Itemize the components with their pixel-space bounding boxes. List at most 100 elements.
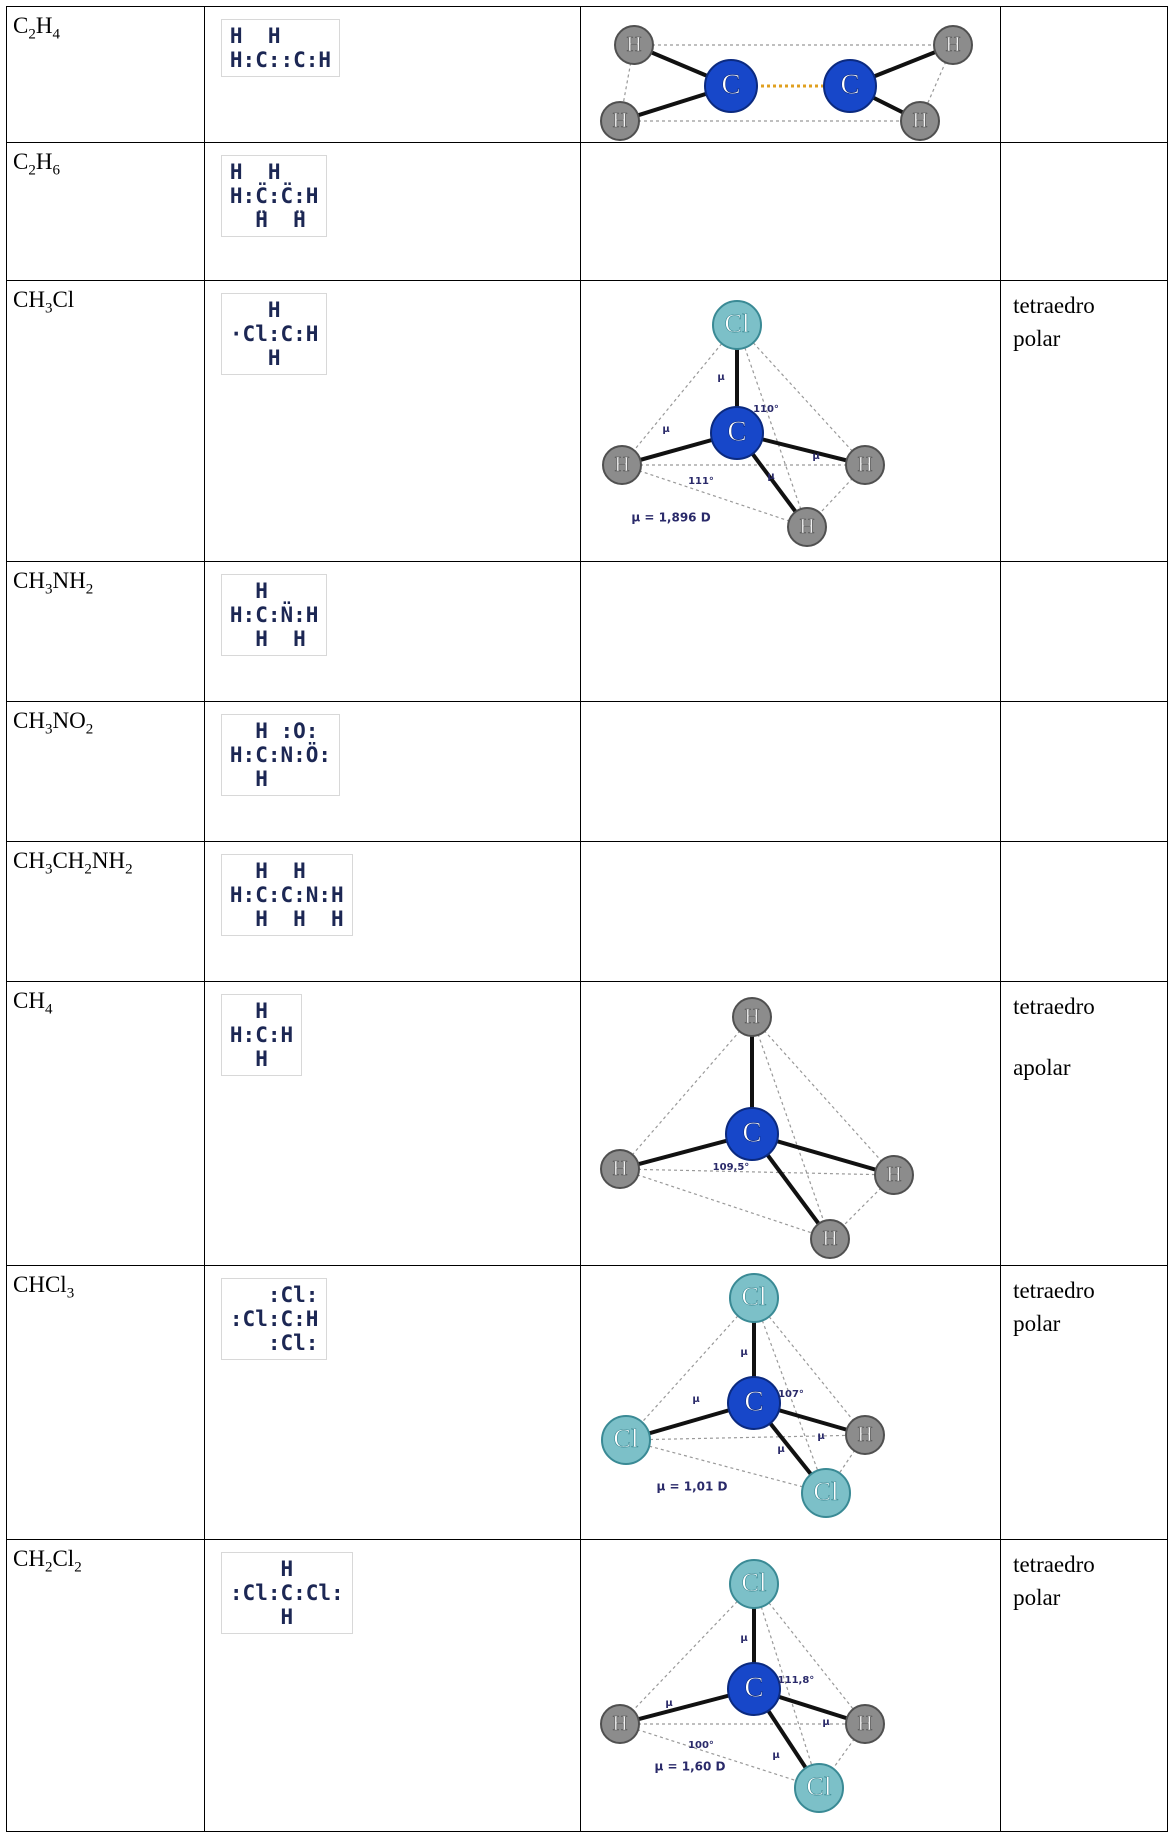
lewis-line: H:C::C:H [229,48,332,73]
lewis-line: H H [229,160,281,184]
formula-subscript: 4 [52,26,60,43]
formula: CH2Cl2 [7,1541,203,1577]
lewis-line: H H [229,24,281,48]
edge [625,1297,755,1441]
atom-label: Cl [724,308,749,338]
lewis-structure: H H:C:N̈:H H H [220,574,328,657]
formula-subscript: 2 [74,1559,82,1576]
formula-part: Cl [52,287,75,312]
formula-cell: CH3NO2 [6,701,205,842]
lewis-cell: H :O: H:C:N:Ö: H [203,701,581,842]
formula-subscript: 3 [44,300,53,317]
annotation: μ [777,1444,785,1455]
formula-cell: CH3Cl [6,280,205,562]
geometry: tetraedro apolar [1002,983,1167,1085]
annotation: μ = 1,896 D [631,511,710,525]
atom-label: H [857,1422,872,1446]
lewis-cell: H H H:C:C:N:H H H H [203,841,581,982]
edge [619,1583,755,1725]
geometry-line: apolar [1013,1055,1071,1081]
atom-label: C [744,1387,763,1418]
atom-label: Cl [741,1281,766,1311]
atom [724,1107,779,1161]
atom [600,1415,651,1465]
annotation: μ [662,424,670,435]
edge [736,324,866,466]
lewis-line: :Cl: [229,1331,319,1356]
atom [599,101,640,141]
geometry: tetraedro polar [1002,1541,1167,1615]
atom-label: Cl [613,1423,638,1453]
formula-subscript: 2 [28,162,36,179]
geometry-line: polar [1013,326,1061,352]
atom [844,445,885,485]
formula-part: CH [13,848,45,873]
atom [728,1559,779,1609]
table-row: CH3CH2NH2 H H H:C:C:N:H H H H [6,841,1168,982]
lewis-cell: H H H:C::C:H [203,6,581,143]
formula-cell: CHCl3 [6,1265,205,1540]
atom [800,1468,851,1518]
model-cell: H C C H H H [579,6,1002,143]
lewis-line: H [229,579,268,603]
lewis-line: H:C̈:C̈:H [229,184,319,209]
atom-label: Cl [741,1567,766,1597]
geometry-cell: tetraedro polar [1000,1265,1168,1540]
formula-part: CH [13,1546,45,1571]
formula-subscript: 3 [66,1285,75,1302]
atom [726,1662,781,1716]
lewis-cell: H H:C:N̈:H H H [203,561,581,702]
edge [625,1434,865,1441]
formula-subscript: 2 [84,861,92,878]
edge [619,1168,830,1240]
formula-subscript: 2 [85,581,94,598]
lewis-cell: :Cl::Cl:C:H :Cl: [203,1265,581,1540]
annotation: μ [692,1394,700,1405]
lewis-cell: H ·Cl:C:H H [203,280,581,562]
atom-label: H [744,1004,759,1028]
formula-part: CH [13,708,45,733]
atom-label: H [612,108,627,132]
atom-label: H [612,1711,627,1735]
lewis-cell: H H H:C̈:C̈:H ̈H ̈H [203,142,581,281]
atom [822,59,877,113]
formula-part: CH [13,287,45,312]
formula: CH3Cl [7,282,203,318]
geometry-line: tetraedro [1013,994,1095,1019]
annotation: 100° [688,1740,714,1751]
model-cell [579,841,1002,982]
formula-part: Cl [52,1546,75,1571]
edge [619,1168,894,1176]
table-row: CH2Cl2 H:Cl:C:Cl: H Cl C H H Cl μ 111,8° μ μ 100° μ… [6,1539,1168,1832]
annotation: μ [817,1431,825,1442]
table-row: CHCl3 :Cl::Cl:C:H :Cl: Cl C Cl H Cl μ 107° μ μ μ μ … [6,1265,1168,1540]
atom [731,997,772,1037]
annotation: 111,8° [777,1675,814,1686]
molecule-model: Cl C H H Hμ 110° μ μ 111° μ μ = 1,896 D [601,300,885,547]
lewis-line: :Cl: [229,1283,319,1307]
model-cell: Cl C Cl H Cl μ 107° μ μ μ μ = 1,01 D [579,1265,1002,1540]
formula-subscript: 2 [125,861,133,878]
formula-subscript: 6 [52,162,60,179]
geometry-cell [1000,561,1168,702]
geometry-cell: tetraedro polar [1000,280,1168,562]
geometry-cell: tetraedro polar [1000,1539,1168,1832]
formula: CH3CH2NH2 [7,843,203,879]
lewis-structure: H :O: H:C:N:Ö: H [220,714,341,797]
annotation: 109,5° [712,1162,749,1173]
atom-label: C [727,417,746,448]
annotation: 110° [753,404,779,415]
atom-label: H [886,1162,901,1186]
edge [621,464,807,528]
formula-cell: C2H6 [6,142,205,281]
table: C2H4 H H H:C::C:H H C C H H H C2H6 H H H:C̈:C̈:H ̈H… [6,6,1168,1832]
atom-label: C [721,70,740,101]
lewis-line: H:C:N:Ö: [229,743,332,768]
atom [599,1149,640,1189]
annotation: μ [812,451,820,462]
molecule-model: H C H H H 109,5° [599,997,914,1259]
annotation: μ [717,372,725,383]
atom [728,1273,779,1323]
annotation: μ [740,1347,748,1358]
